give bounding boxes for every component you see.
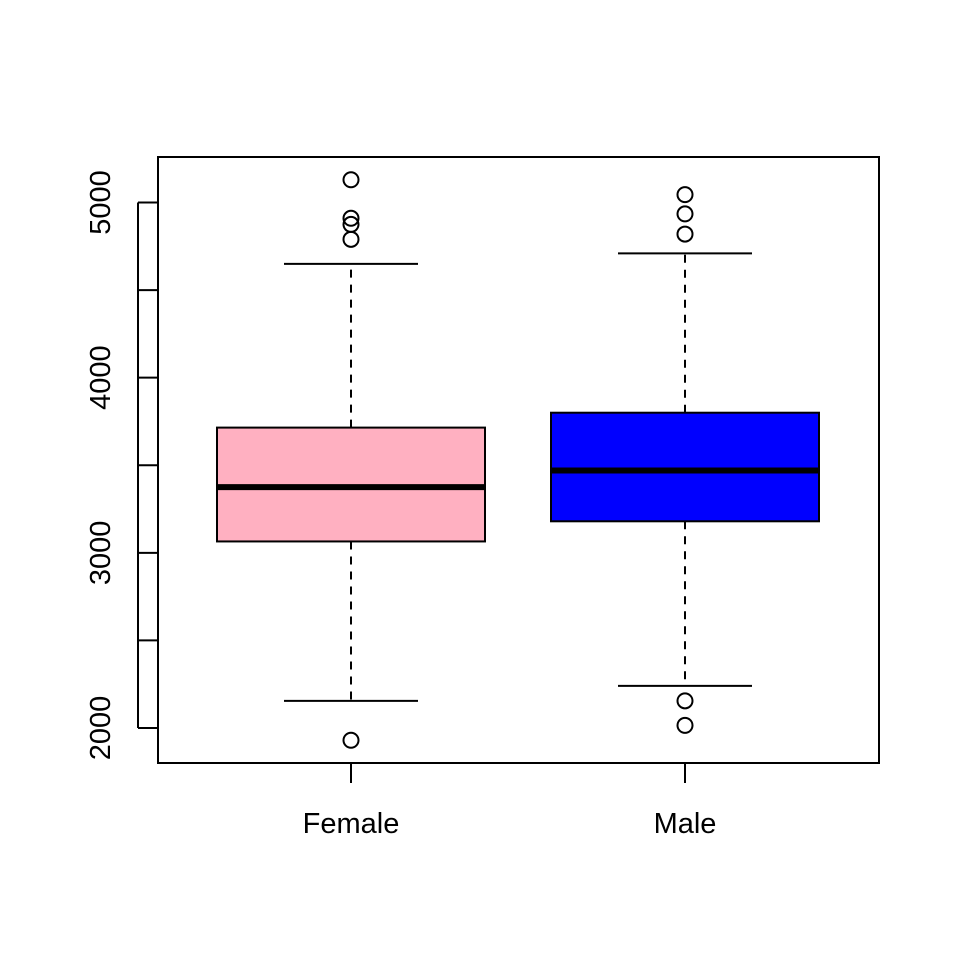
- x-tick-label-female: Female: [303, 808, 400, 840]
- outlier-point-female: [342, 209, 360, 227]
- outlier-point-female: [342, 731, 360, 749]
- plot-layer: [216, 171, 820, 749]
- y-tick-label-3000: 3000: [85, 521, 117, 586]
- x-tick-label-male: Male: [654, 808, 717, 840]
- box-male: [550, 411, 820, 523]
- box-group-female: [216, 171, 486, 749]
- outlier-point-male: [676, 692, 694, 710]
- outlier-point-male: [676, 716, 694, 734]
- outlier-point-male: [676, 205, 694, 223]
- plot-frame: [157, 156, 880, 764]
- outlier-point-female: [342, 230, 360, 248]
- outlier-point-male: [676, 225, 694, 243]
- axis-layer: Female Male 2000 3000 4000 5000: [85, 170, 716, 840]
- y-tick-label-2000: 2000: [85, 696, 117, 761]
- box-group-male: [550, 186, 820, 734]
- y-tick-label-4000: 4000: [85, 345, 117, 410]
- outlier-point-male: [676, 186, 694, 204]
- y-tick-label-5000: 5000: [85, 170, 117, 235]
- outlier-point-female: [342, 171, 360, 189]
